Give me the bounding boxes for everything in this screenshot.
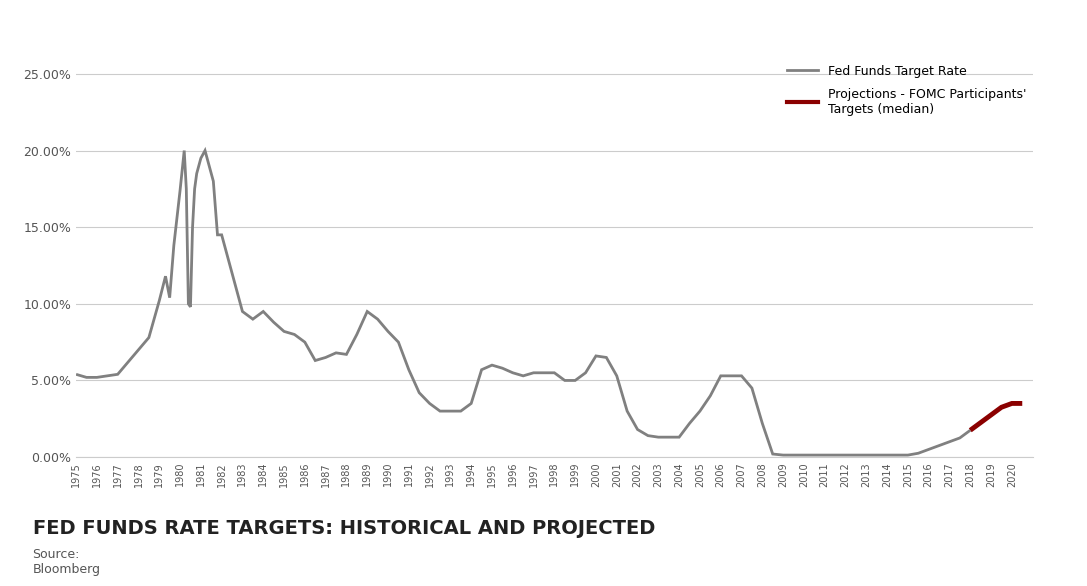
Text: FED FUNDS RATE TARGETS: HISTORICAL AND PROJECTED: FED FUNDS RATE TARGETS: HISTORICAL AND P… [33, 519, 655, 537]
Legend: Fed Funds Target Rate, Projections - FOMC Participants'
Targets (median): Fed Funds Target Rate, Projections - FOM… [787, 65, 1026, 116]
Text: Source:
Bloomberg: Source: Bloomberg [33, 548, 101, 576]
